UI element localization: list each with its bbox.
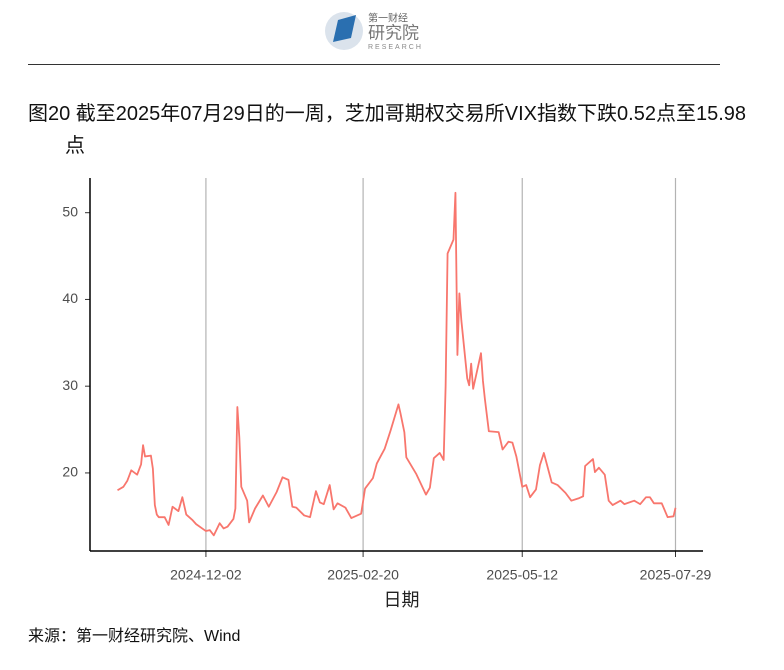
y-tick-label: 40: [62, 290, 78, 306]
x-tick-label: 2024-12-02: [170, 567, 242, 583]
x-tick-label: 2025-07-29: [640, 567, 712, 583]
x-axis-title: 日期: [384, 590, 420, 610]
logo-brand: 第一财经: [368, 12, 408, 25]
x-tick-label: 2025-05-12: [486, 567, 558, 583]
logo-research: RESEARCH: [368, 44, 423, 51]
header-rule: [28, 64, 720, 65]
logo: 第一财经 研究院 RESEARCH: [325, 12, 423, 51]
logo-icon: [333, 15, 356, 42]
series-line: [117, 191, 677, 537]
source: 来源：第一财经研究院、Wind: [28, 628, 241, 645]
y-tick-label: 50: [62, 203, 78, 219]
y-tick-label: 30: [62, 377, 78, 393]
x-tick-label: 2025-02-20: [327, 567, 399, 583]
logo-institute: 研究院: [368, 23, 419, 42]
chart: 2024-12-02 2025-02-20 2025-05-12 2025-07-29…: [62, 178, 712, 610]
chart-title: 图20 截至2025年07月29日的一周，芝加哥期权交易所VIX指数下跌0.52…: [28, 103, 746, 157]
y-tick-label: 20: [62, 464, 78, 480]
